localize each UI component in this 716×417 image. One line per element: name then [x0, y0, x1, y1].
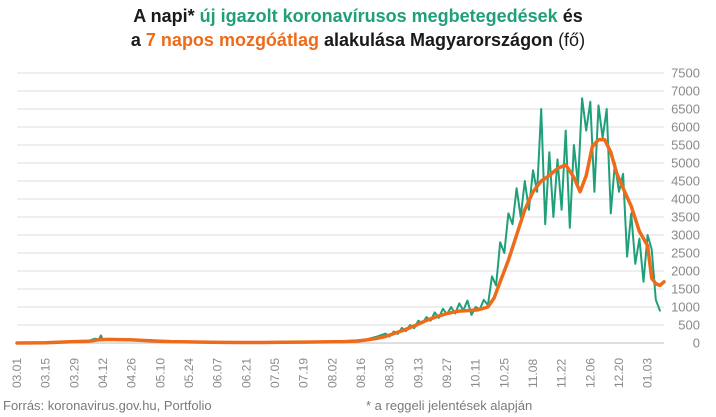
series-lines: [15, 97, 666, 345]
x-axis-labels: 03.01 03.15 03.29 04.12 04.26 05.10 05.24 06.07…: [10, 358, 655, 388]
title-part-3: és: [557, 6, 583, 26]
y-tick-label: 6000: [671, 120, 700, 135]
x-tick-label: 03.15: [39, 358, 53, 388]
x-tick-label: 12.06: [583, 358, 597, 388]
source-note: Forrás: koronavirus.gov.hu, Portfolio: [3, 398, 212, 413]
y-tick-label: 2000: [671, 264, 700, 279]
y-tick-label: 6500: [671, 102, 700, 117]
x-tick-label: 11.22: [555, 359, 569, 388]
x-tick-label: 09.13: [411, 358, 425, 388]
title-part-4: a: [130, 30, 146, 50]
series-line-daily: [16, 97, 661, 344]
title-part-1: A napi*: [133, 6, 200, 26]
y-tick-label: 2500: [671, 246, 700, 261]
chart-title: A napi* új igazolt koronavírusos megbete…: [0, 4, 716, 52]
title-line-1: A napi* új igazolt koronavírusos megbete…: [0, 4, 716, 28]
y-tick-label: 500: [678, 318, 700, 333]
x-tick-label: 12.20: [612, 358, 626, 388]
x-tick-label: 04.12: [96, 358, 110, 388]
y-tick-label: 7500: [671, 66, 700, 81]
x-tick-label: 08.02: [325, 358, 339, 388]
x-tick-label: 07.19: [297, 358, 311, 388]
title-part-6: alakulása Magyarországon: [318, 30, 554, 50]
title-highlight-daily: új igazolt koronavírusos megbetegedések: [199, 6, 558, 26]
y-tick-label: 4000: [671, 192, 700, 207]
y-tick-label: 5000: [671, 156, 700, 171]
grid-lines: [17, 72, 664, 344]
title-unit: (fő): [553, 30, 586, 50]
x-tick-label: 10.11: [469, 359, 483, 388]
series-line-moving-average: [15, 137, 666, 345]
x-tick-label: 05.24: [182, 358, 196, 388]
x-tick-label: 09.27: [440, 358, 454, 388]
x-tick-label: 03.29: [67, 358, 81, 388]
x-tick-label: 05.10: [153, 358, 167, 388]
x-tick-label: 07.05: [268, 358, 282, 388]
y-tick-label: 3500: [671, 210, 700, 225]
x-tick-label: 06.07: [211, 358, 225, 388]
x-tick-label: 08.16: [354, 358, 368, 388]
x-tick-label: 11.08: [526, 359, 540, 388]
x-tick-label: 01.03: [641, 358, 655, 388]
y-tick-label: 3000: [671, 228, 700, 243]
x-tick-label: 08.30: [383, 358, 397, 388]
y-axis-labels: 0 500 1000 1500 2000 2500 3000 3500 4000 4500 5000…: [671, 66, 700, 351]
x-tick-label: 03.01: [10, 358, 24, 388]
x-tick-label: 06.21: [239, 358, 253, 388]
y-tick-label: 0: [693, 336, 700, 351]
x-tick-label: 10.25: [497, 358, 511, 388]
y-tick-label: 5500: [671, 138, 700, 153]
y-tick-label: 1000: [671, 300, 700, 315]
footnote: * a reggeli jelentések alapján: [366, 398, 533, 413]
y-tick-label: 1500: [671, 282, 700, 297]
title-line-2: a 7 napos mozgóátlag alakulása Magyarors…: [0, 28, 716, 52]
y-tick-label: 4500: [671, 174, 700, 189]
x-tick-label: 04.26: [125, 358, 139, 388]
title-highlight-average: 7 napos mozgóátlag: [145, 30, 319, 50]
y-tick-label: 7000: [671, 84, 700, 99]
